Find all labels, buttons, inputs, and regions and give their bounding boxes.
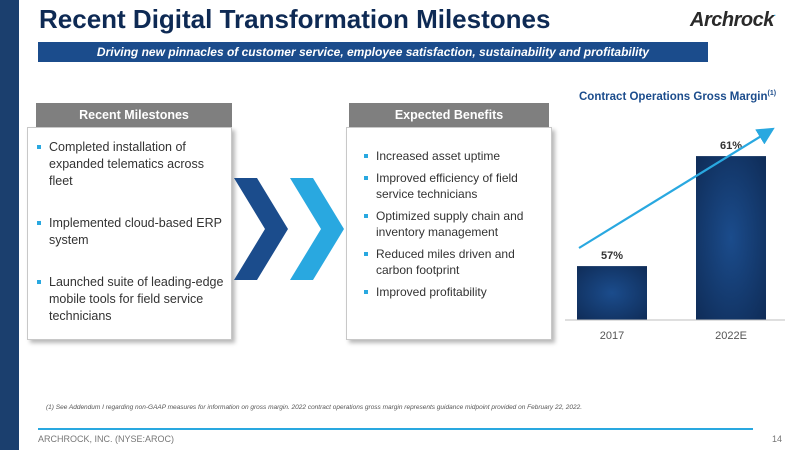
slide-title: Recent Digital Transformation Milestones <box>39 4 551 34</box>
expected-benefits-header: Expected Benefits <box>349 103 549 127</box>
list-item: Implemented cloud-based ERP system <box>37 215 227 249</box>
list-item: Completed installation of expanded telem… <box>37 139 227 190</box>
logo-text: Archrock <box>690 9 774 31</box>
list-item: Increased asset uptime <box>364 148 546 165</box>
list-item: Improved efficiency of field service tec… <box>364 170 546 203</box>
bar-2022E <box>696 156 766 320</box>
gross-margin-chart: 57% 2017 61% 2022E <box>565 127 785 342</box>
trend-arrow-icon <box>578 127 775 249</box>
benefit-text: Improved profitability <box>376 284 487 299</box>
bullet-icon <box>364 251 368 256</box>
list-item: Reduced miles driven and carbon footprin… <box>364 246 546 279</box>
bullet-icon <box>37 280 41 284</box>
logo-mark: . <box>773 9 776 18</box>
chart-title-text: Contract Operations Gross Margin <box>579 90 768 103</box>
subtitle-banner: Driving new pinnacles of customer servic… <box>38 42 708 62</box>
category-tick-label: 2022E <box>715 330 747 342</box>
list-item: Improved profitability <box>364 284 546 301</box>
company-logo: Archrock. <box>690 9 776 32</box>
footer-divider <box>38 428 753 430</box>
benefit-text: Improved efficiency of field service tec… <box>376 170 518 202</box>
chart-title-footnote: (1) <box>767 90 777 97</box>
bullet-icon <box>364 289 368 294</box>
bullet-icon <box>364 213 368 218</box>
benefit-text: Optimized supply chain and inventory man… <box>376 208 524 240</box>
chevron-right-icon <box>234 178 288 280</box>
recent-milestones-panel <box>27 127 232 340</box>
page-number: 14 <box>772 434 783 444</box>
list-item: Optimized supply chain and inventory man… <box>364 208 546 241</box>
bar-2017 <box>577 266 647 320</box>
expected-benefits-list: Increased asset uptime Improved efficien… <box>364 148 546 300</box>
chart-title: Contract Operations Gross Margin(1) <box>579 90 776 103</box>
bullet-icon <box>37 221 41 225</box>
recent-milestones-header: Recent Milestones <box>36 103 232 127</box>
benefit-text: Increased asset uptime <box>376 149 501 163</box>
recent-milestones-list: Completed installation of expanded telem… <box>37 139 227 325</box>
bar-value-label: 57% <box>601 250 623 262</box>
list-item: Launched suite of leading-edge mobile to… <box>37 274 227 325</box>
bullet-icon <box>364 175 368 180</box>
category-tick-label: 2017 <box>600 330 624 342</box>
milestone-text: Launched suite of leading-edge mobile to… <box>49 275 224 323</box>
footnote: (1) See Addendum I regarding non-GAAP me… <box>46 404 583 411</box>
bar-value-label: 61% <box>720 140 742 152</box>
left-accent-stripe <box>0 0 19 450</box>
chevron-right-icon <box>290 178 344 280</box>
expected-benefits-panel <box>346 127 552 340</box>
benefit-text: Reduced miles driven and carbon footprin… <box>376 246 515 278</box>
footer-company: ARCHROCK, INC. (NYSE:AROC) <box>38 434 175 444</box>
bullet-icon <box>364 154 368 158</box>
bullet-icon <box>37 145 41 149</box>
milestone-text: Completed installation of expanded telem… <box>49 140 204 188</box>
chevron-arrows-icon <box>234 178 344 280</box>
milestone-text: Implemented cloud-based ERP system <box>49 216 222 247</box>
